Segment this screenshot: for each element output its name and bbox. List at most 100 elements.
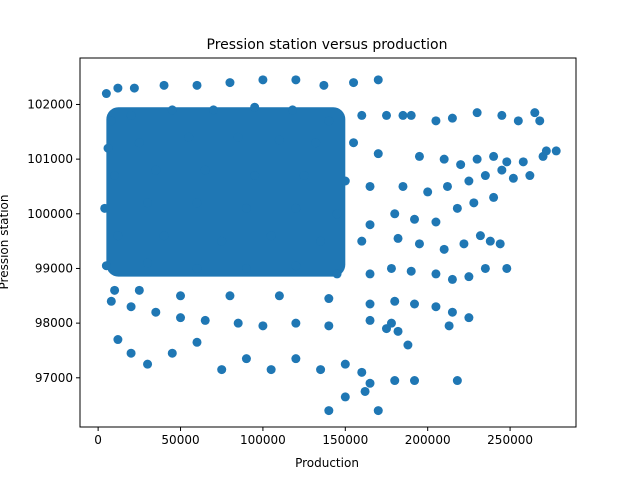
data-point: [258, 321, 268, 331]
data-point: [299, 171, 309, 181]
data-point: [143, 359, 153, 369]
data-point: [447, 274, 457, 284]
data-point: [143, 258, 153, 268]
data-point: [151, 165, 161, 175]
data-point: [288, 105, 298, 115]
data-point: [291, 203, 301, 213]
y-axis-label: Pression station: [0, 195, 11, 290]
data-point: [472, 154, 482, 164]
data-point: [217, 236, 227, 246]
data-point: [410, 214, 420, 224]
data-point: [319, 80, 329, 90]
data-point: [143, 198, 153, 208]
data-point: [403, 340, 413, 350]
data-point: [469, 198, 479, 208]
x-tick-label: 150000: [322, 433, 368, 447]
x-tick-label: 100000: [240, 433, 286, 447]
data-point: [349, 78, 359, 88]
data-point: [103, 143, 113, 153]
data-point: [106, 296, 116, 306]
data-point: [444, 321, 454, 331]
data-point: [233, 132, 243, 142]
x-tick-label: 50000: [161, 433, 199, 447]
data-point: [192, 80, 202, 90]
x-axis-label: Production: [295, 456, 359, 470]
data-point: [373, 149, 383, 159]
data-point: [497, 110, 507, 120]
data-point: [485, 236, 495, 246]
data-point: [472, 108, 482, 118]
chart-title: Pression station versus production: [207, 37, 448, 53]
data-point: [381, 110, 391, 120]
data-point: [340, 176, 350, 186]
y-tick-label: 98000: [35, 316, 73, 330]
data-point: [192, 337, 202, 347]
data-point: [151, 307, 161, 317]
data-point: [410, 376, 420, 386]
data-point: [129, 83, 139, 93]
data-point: [332, 269, 342, 279]
y-tick-label: 102000: [27, 97, 73, 111]
data-point: [464, 313, 474, 323]
data-point: [390, 296, 400, 306]
data-point: [357, 236, 367, 246]
data-point: [291, 318, 301, 328]
data-point: [452, 203, 462, 213]
data-point: [459, 239, 469, 249]
data-point: [316, 236, 326, 246]
data-point: [167, 348, 177, 358]
data-point: [447, 113, 457, 123]
data-point: [159, 231, 169, 241]
data-point: [365, 220, 375, 230]
data-point: [349, 138, 359, 148]
data-point: [390, 209, 400, 219]
data-point: [250, 102, 260, 112]
x-tick-label: 0: [94, 433, 102, 447]
data-point: [365, 315, 375, 325]
data-point: [126, 110, 136, 120]
data-point: [497, 165, 507, 175]
data-point: [365, 378, 375, 388]
data-point: [386, 263, 396, 273]
data-point: [431, 302, 441, 312]
data-point: [365, 299, 375, 309]
data-point: [431, 116, 441, 126]
data-point: [414, 239, 424, 249]
data-point: [340, 392, 350, 402]
data-point: [398, 181, 408, 191]
data-point: [274, 291, 284, 301]
data-point: [475, 231, 485, 241]
data-point: [365, 181, 375, 191]
data-point: [410, 299, 420, 309]
data-point: [316, 365, 326, 375]
data-point: [373, 406, 383, 416]
data-point: [431, 217, 441, 227]
data-point: [274, 135, 284, 145]
data-point: [480, 171, 490, 181]
data-point: [398, 110, 408, 120]
data-point: [101, 261, 111, 271]
data-point: [126, 348, 136, 358]
data-point: [480, 263, 490, 273]
data-point: [291, 354, 301, 364]
data-point: [184, 132, 194, 142]
data-point: [324, 406, 334, 416]
data-point: [447, 307, 457, 317]
data-point: [442, 181, 452, 191]
data-point: [266, 365, 276, 375]
data-point: [291, 75, 301, 85]
data-point: [502, 263, 512, 273]
data-point: [406, 266, 416, 276]
data-point: [452, 376, 462, 386]
data-point: [101, 89, 111, 99]
data-point: [324, 116, 334, 126]
data-point: [167, 105, 177, 115]
data-point: [126, 302, 136, 312]
plot-frame: [79, 57, 577, 428]
data-point: [200, 165, 210, 175]
data-point: [208, 105, 218, 115]
data-point: [414, 151, 424, 161]
dense-point-cloud: [106, 107, 346, 277]
